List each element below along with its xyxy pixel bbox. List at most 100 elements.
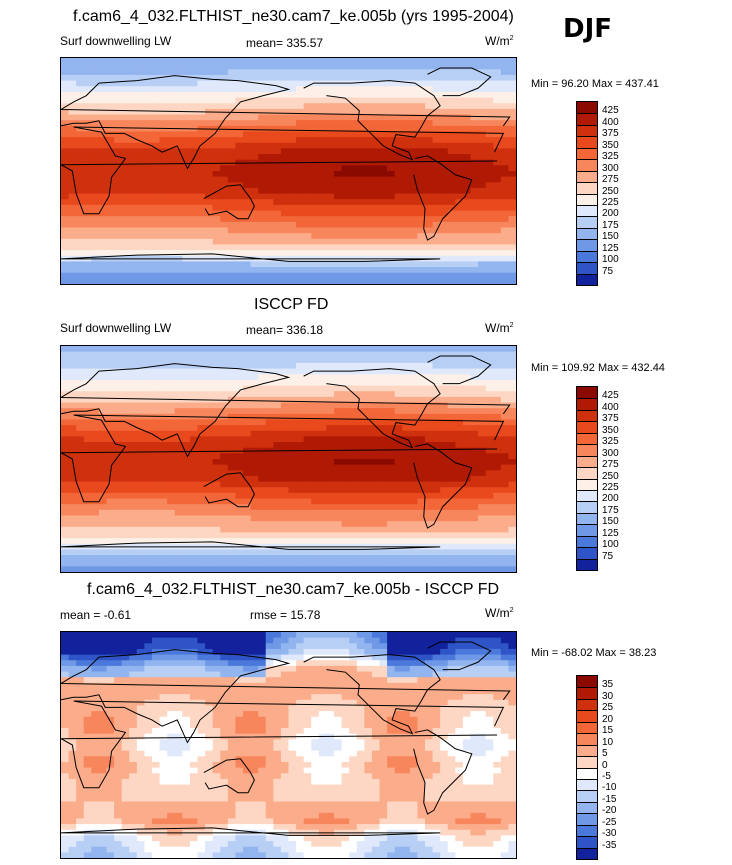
map-cell bbox=[318, 475, 328, 483]
map-cell bbox=[296, 216, 305, 223]
map-cell bbox=[364, 120, 373, 127]
map-cell bbox=[243, 227, 252, 234]
map-cell bbox=[129, 515, 138, 522]
map-cell bbox=[144, 487, 153, 494]
map-cell bbox=[500, 509, 510, 517]
map-cell bbox=[349, 632, 358, 639]
map-cell bbox=[303, 362, 312, 370]
map-cell bbox=[356, 487, 365, 494]
map-cell bbox=[152, 643, 161, 650]
map-cell bbox=[83, 272, 92, 279]
map-cell bbox=[68, 442, 77, 449]
map-cell bbox=[478, 176, 487, 183]
map-cell bbox=[303, 475, 312, 483]
map-cell bbox=[121, 114, 130, 121]
map-cell bbox=[455, 402, 464, 409]
map-cell bbox=[432, 532, 441, 539]
map-cell bbox=[280, 278, 290, 284]
map-cell bbox=[91, 97, 100, 104]
map-cell bbox=[485, 255, 494, 262]
map-cell bbox=[349, 58, 358, 65]
map-cell bbox=[189, 357, 199, 364]
map-cell bbox=[121, 148, 130, 155]
map-cell bbox=[152, 187, 161, 195]
map-cell bbox=[417, 176, 426, 183]
map-cell bbox=[326, 103, 335, 110]
map-cell bbox=[311, 498, 320, 505]
map-cell bbox=[334, 481, 343, 488]
map-cell bbox=[144, 447, 153, 454]
map-cell bbox=[61, 154, 70, 161]
map-cell bbox=[205, 187, 214, 195]
panel-2-title: ISCCP FD bbox=[254, 296, 329, 313]
map-cell bbox=[417, 538, 426, 545]
map-cell bbox=[91, 487, 100, 494]
map-cell bbox=[296, 154, 305, 161]
map-cell bbox=[349, 221, 358, 229]
map-cell bbox=[167, 154, 176, 161]
map-cell bbox=[220, 238, 229, 246]
map-cell bbox=[106, 498, 115, 505]
map-cell bbox=[508, 125, 516, 133]
map-cell bbox=[364, 470, 373, 477]
map-cell bbox=[440, 637, 449, 644]
map-cell bbox=[334, 475, 343, 483]
map-cell bbox=[220, 362, 229, 370]
map-cell bbox=[189, 210, 199, 217]
map-cell bbox=[68, 74, 77, 82]
map-cell bbox=[447, 396, 456, 404]
map-cell bbox=[114, 131, 123, 138]
map-cell bbox=[318, 396, 328, 404]
map-cell bbox=[212, 357, 221, 364]
map-cell bbox=[83, 549, 92, 556]
map-cell bbox=[273, 351, 282, 358]
map-cell bbox=[500, 255, 510, 262]
map-cell bbox=[432, 69, 441, 76]
map-cell bbox=[455, 131, 464, 138]
map-cell bbox=[296, 267, 305, 274]
map-cell bbox=[205, 453, 214, 460]
map-cell bbox=[205, 221, 214, 229]
map-cell bbox=[303, 453, 312, 460]
map-cell bbox=[174, 272, 183, 279]
map-cell bbox=[273, 238, 282, 246]
map-cell bbox=[265, 103, 274, 110]
map-cell bbox=[189, 272, 199, 279]
map-cell bbox=[470, 526, 479, 534]
map-cell bbox=[91, 165, 100, 172]
map-cell bbox=[250, 80, 259, 87]
map-cell bbox=[136, 154, 146, 161]
map-cell bbox=[394, 453, 403, 460]
map-cell bbox=[341, 250, 350, 257]
map-cell bbox=[387, 278, 396, 284]
map-cell bbox=[220, 97, 229, 104]
map-cell bbox=[61, 430, 70, 437]
map-cell bbox=[470, 532, 479, 539]
colorbar-swatch bbox=[577, 227, 597, 240]
map-cell bbox=[212, 250, 221, 257]
map-cell bbox=[235, 419, 244, 426]
map-cell bbox=[182, 430, 191, 437]
map-cell bbox=[455, 120, 464, 127]
map-cell bbox=[417, 165, 426, 172]
map-cell bbox=[364, 481, 373, 488]
map-cell bbox=[98, 227, 108, 234]
map-cell bbox=[265, 171, 274, 178]
map-cell bbox=[258, 442, 267, 449]
map-cell bbox=[462, 233, 472, 240]
map-cell bbox=[220, 204, 229, 212]
map-cell bbox=[326, 402, 335, 409]
map-cell bbox=[250, 86, 259, 93]
map-cell bbox=[425, 63, 434, 70]
map-cell bbox=[288, 374, 297, 381]
map-cell bbox=[440, 402, 449, 409]
map-cell bbox=[500, 481, 510, 488]
map-cell bbox=[349, 481, 358, 488]
map-cell bbox=[311, 566, 320, 572]
map-cell bbox=[303, 97, 312, 104]
map-cell bbox=[159, 204, 168, 212]
map-cell bbox=[303, 267, 312, 274]
map-cell bbox=[402, 555, 411, 562]
map-cell bbox=[167, 632, 176, 639]
map-cell bbox=[182, 193, 191, 200]
